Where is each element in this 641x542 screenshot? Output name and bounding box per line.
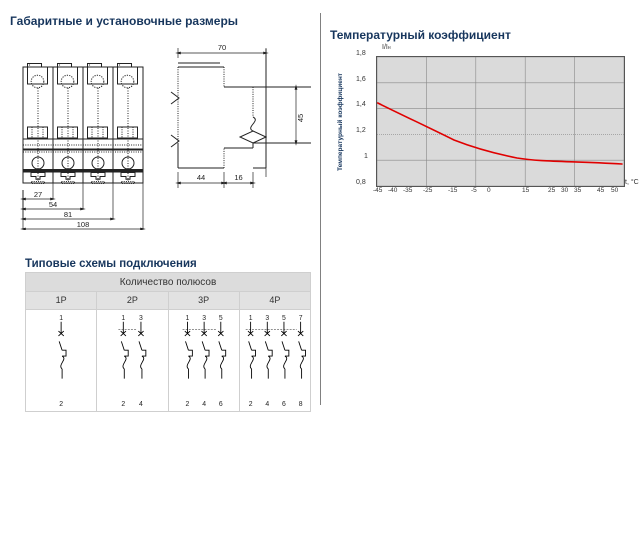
svg-text:2: 2 (185, 401, 189, 408)
svg-text:16: 16 (234, 173, 242, 182)
svg-text:2: 2 (59, 401, 63, 408)
svg-text:45: 45 (296, 114, 305, 122)
svg-text:70: 70 (218, 43, 226, 52)
svg-text:8: 8 (298, 401, 302, 408)
svg-text:5: 5 (282, 315, 286, 322)
svg-text:6: 6 (282, 401, 286, 408)
svg-text:1: 1 (59, 315, 63, 322)
svg-text:3: 3 (139, 315, 143, 322)
svg-text:44: 44 (197, 173, 205, 182)
svg-text:108: 108 (77, 220, 90, 229)
svg-text:2: 2 (122, 401, 126, 408)
svg-text:3: 3 (202, 315, 206, 322)
svg-text:54: 54 (49, 200, 57, 209)
svg-text:7: 7 (298, 315, 302, 322)
svg-text:81: 81 (64, 210, 72, 219)
svg-text:4: 4 (202, 401, 206, 408)
svg-text:5: 5 (218, 315, 222, 322)
svg-text:1: 1 (248, 315, 252, 322)
svg-text:3: 3 (265, 315, 269, 322)
svg-text:1: 1 (122, 315, 126, 322)
svg-text:4: 4 (139, 401, 143, 408)
svg-text:4: 4 (265, 401, 269, 408)
svg-text:2: 2 (248, 401, 252, 408)
svg-text:6: 6 (218, 401, 222, 408)
svg-text:1: 1 (185, 315, 189, 322)
svg-text:27: 27 (34, 190, 42, 199)
